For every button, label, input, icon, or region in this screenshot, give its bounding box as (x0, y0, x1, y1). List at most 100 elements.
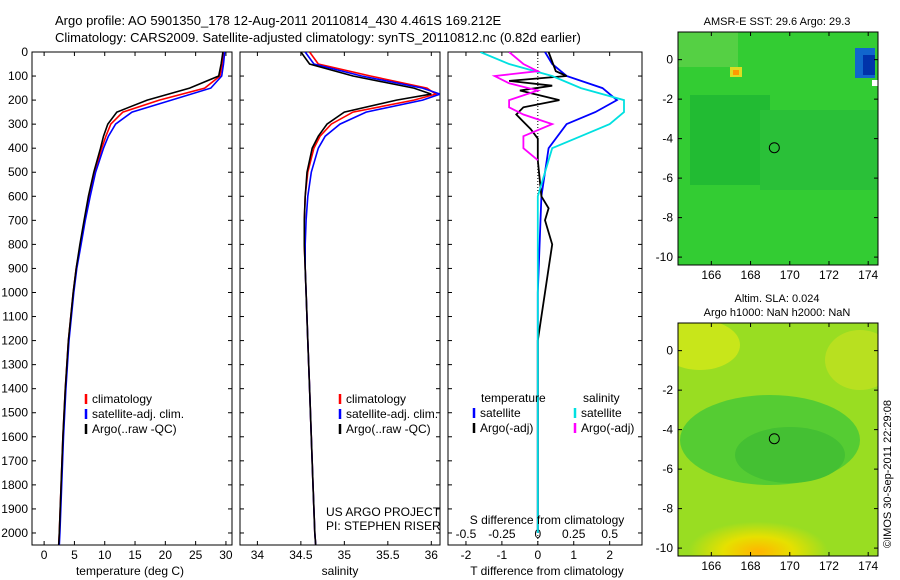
salinity-panel: 34 34.5 35 35.5 36 climatologysatellite-adj.… (239, 51, 441, 578)
temperature-x-label: temperature (deg C) (76, 564, 184, 578)
x-tick-label: 35 (338, 548, 352, 562)
depth-tick-label: 400 (8, 141, 28, 155)
difference-depth-ticks (448, 51, 642, 534)
temperature-plot-frame (31, 51, 233, 546)
difference-series (479, 52, 625, 533)
x-tick-label: 1 (570, 548, 577, 562)
lon-tick-label: 172 (819, 268, 839, 282)
sst-cool-patch (690, 95, 770, 185)
depth-tick-label: 1800 (1, 478, 28, 492)
salinity-difference-axis: -0.5 -0.25 0 0.25 0.5 (456, 527, 619, 541)
depth-tick-label: 1900 (1, 502, 28, 516)
sst-mid-patch (760, 110, 878, 190)
sst-map-lon-axis: 166 168 170 172 174 (701, 32, 879, 282)
sla-map-lon-axis: 166 168 170 172 174 (701, 323, 879, 573)
x-tick-label: 25 (189, 548, 203, 562)
lat-tick-label: -2 (662, 92, 673, 106)
legend-label: satellite (480, 406, 521, 420)
legend-label: Argo(..raw -QC) (346, 422, 431, 436)
depth-tick-label: 700 (8, 213, 28, 227)
x-tick-label: -1 (497, 548, 508, 562)
depth-tick-label: 1400 (1, 382, 28, 396)
legend-label: climatology (346, 392, 406, 406)
depth-tick-label: 1700 (1, 454, 28, 468)
series-line-temperature-argo-adj- (509, 52, 567, 533)
sst-hot-spot-core (733, 70, 739, 75)
lat-tick-label: 0 (666, 53, 673, 67)
imos-timestamp: ©IMOS 30-Sep-2011 22:29:08 (882, 400, 894, 548)
depth-tick-label: 500 (8, 165, 28, 179)
depth-tick-label: 600 (8, 189, 28, 203)
legend-label: satellite-adj. clim. (92, 407, 184, 421)
x-tick-label: 0 (41, 548, 48, 562)
series-line-argo-raw-qc- (300, 52, 432, 545)
sla-north-high (678, 323, 740, 370)
x-tick-label: 20 (159, 548, 173, 562)
x-tick-label: 30 (219, 548, 233, 562)
lon-tick-label: 168 (741, 268, 761, 282)
sst-map-frame (677, 31, 879, 266)
sst-warm-patch (678, 32, 738, 67)
sst-cold-patch-core (863, 55, 875, 75)
sla-low-core (735, 427, 845, 483)
sst-argo-location-marker (768, 142, 780, 154)
credit-line1: US ARGO PROJECT (326, 505, 441, 519)
depth-tick-label: 1500 (1, 406, 28, 420)
depth-tick-label: 0 (21, 45, 28, 59)
salinity-x-axis: 34 34.5 35 35.5 36 (251, 52, 439, 562)
salinity-series (300, 52, 440, 545)
temperature-series (57, 52, 226, 545)
salinity-depth-ticks (240, 51, 440, 534)
sla-argo-location-marker (768, 433, 780, 445)
sla-east-high (825, 330, 878, 390)
lon-tick-label: 174 (858, 268, 878, 282)
s-difference-tick-label: 0 (534, 527, 541, 541)
depth-tick-label: 200 (8, 93, 28, 107)
series-line-salinity-argo-adj- (491, 52, 555, 161)
legend-label: Argo(-adj) (581, 421, 634, 435)
lat-tick-label: 0 (666, 344, 673, 358)
x-tick-label: 5 (71, 548, 78, 562)
depth-tick-label: 2000 (1, 526, 28, 540)
lat-tick-label: -4 (662, 132, 673, 146)
depth-tick-label: 300 (8, 117, 28, 131)
x-tick-label: 36 (425, 548, 439, 562)
legend-label: Argo(-adj) (480, 421, 533, 435)
legend-label: Argo(..raw -QC) (92, 422, 177, 436)
depth-tick-label: 900 (8, 261, 28, 275)
series-line-salinity-satellite (479, 52, 625, 533)
sst-map: AMSR-E SST: 29.6 Argo: 29.3 166 168 170 172… (656, 16, 879, 282)
sla-south-high (678, 470, 878, 556)
sst-map-lat-axis: 0 -2 -4 -6 -8 -10 (656, 53, 878, 264)
difference-x-axis: -2 -1 0 1 2 (461, 52, 613, 562)
s-difference-label: S difference from climatology (470, 513, 625, 527)
s-difference-tick-label: -0.25 (488, 527, 516, 541)
depth-tick-label: 1100 (2, 310, 28, 324)
x-tick-label: 34.5 (289, 548, 313, 562)
lat-tick-label: -2 (662, 383, 673, 397)
lat-tick-label: -6 (662, 171, 673, 185)
depth-tick-label: 1200 (1, 334, 28, 348)
x-tick-label: -2 (461, 548, 472, 562)
sla-map-title-line1: Altim. SLA: 0.024 (735, 293, 820, 305)
lat-tick-label: -8 (662, 502, 673, 516)
x-tick-label: 34 (251, 548, 265, 562)
plot-title-line1: Argo profile: AO 5901350_178 12-Aug-2011… (55, 13, 502, 28)
sla-map-title-line2: Argo h1000: NaN h2000: NaN (704, 307, 851, 319)
sla-map-frame (677, 322, 879, 557)
s-difference-tick-label: 0.25 (562, 527, 586, 541)
temperature-panel: 0100200300400500600700800900100011001200… (1, 45, 233, 578)
legend-label: satellite (581, 406, 622, 420)
depth-tick-label: 1300 (1, 358, 28, 372)
salinity-x-label: salinity (322, 564, 359, 578)
s-difference-tick-label: 0.5 (601, 527, 618, 541)
lon-tick-label: 168 (741, 559, 761, 573)
lon-tick-label: 166 (701, 559, 721, 573)
t-difference-label: T difference from climatology (470, 564, 624, 578)
sla-map-lat-axis: 0 -2 -4 -6 -8 -10 (656, 344, 878, 555)
lat-tick-label: -10 (656, 250, 674, 264)
depth-tick-label: 800 (8, 237, 28, 251)
temperature-x-axis: 0 5 10 15 20 25 30 (41, 52, 233, 562)
